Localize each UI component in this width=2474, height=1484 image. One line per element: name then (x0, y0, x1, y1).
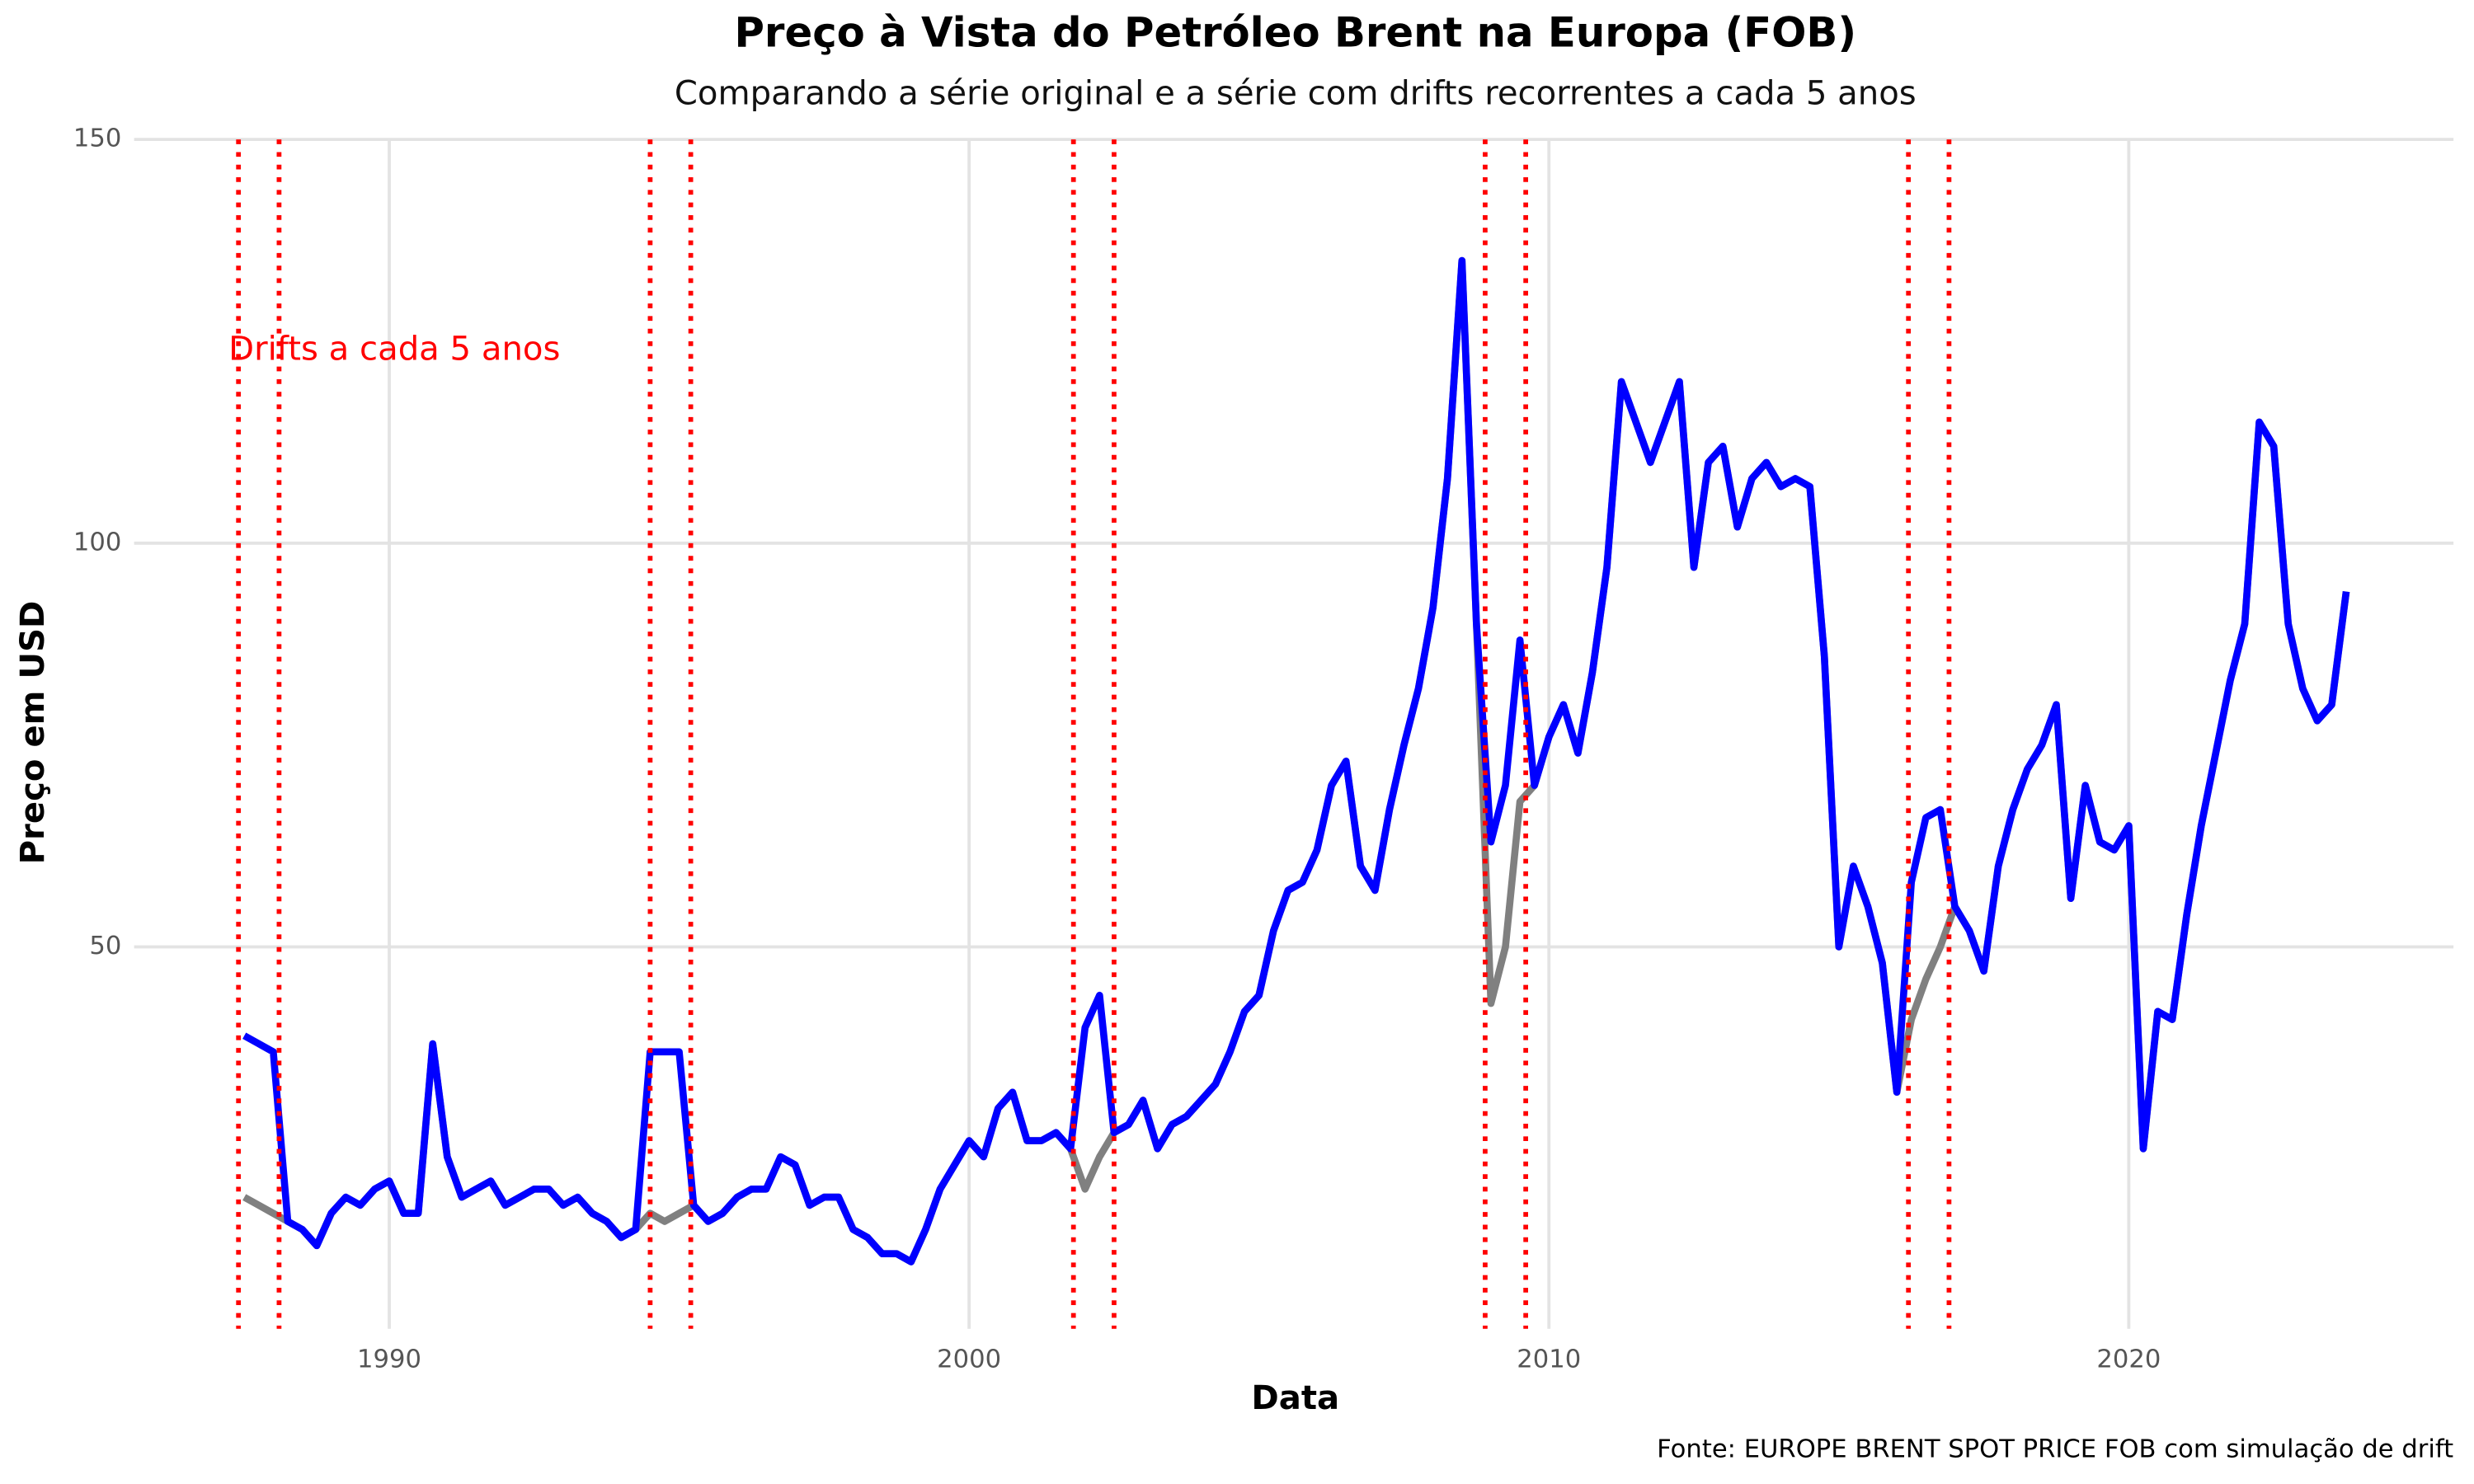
y-axis-title: Preço em USD (14, 601, 52, 865)
x-tick-label: 1990 (357, 1345, 421, 1374)
drift-lines (236, 139, 1952, 1329)
series-line (242, 256, 2350, 1266)
y-tick-label: 50 (89, 932, 121, 960)
caption: Fonte: EUROPE BRENT SPOT PRICE FOB com s… (1657, 1435, 2453, 1464)
x-tick-label: 2000 (937, 1345, 1001, 1374)
chart-subtitle: Comparando a série original e a série co… (675, 75, 1917, 113)
x-tick-label: 2010 (1517, 1345, 1581, 1374)
y-tick-label: 150 (73, 124, 121, 153)
x-axis-title: Data (1251, 1379, 1339, 1417)
annotation: Drifts a cada 5 anos (228, 331, 560, 369)
chart-title: Preço à Vista do Petróleo Brent na Europ… (734, 8, 1856, 56)
y-tick-label: 100 (73, 528, 121, 556)
x-tick-label: 2020 (2096, 1345, 2161, 1374)
lines (242, 256, 2350, 1266)
grid (134, 138, 2454, 1329)
